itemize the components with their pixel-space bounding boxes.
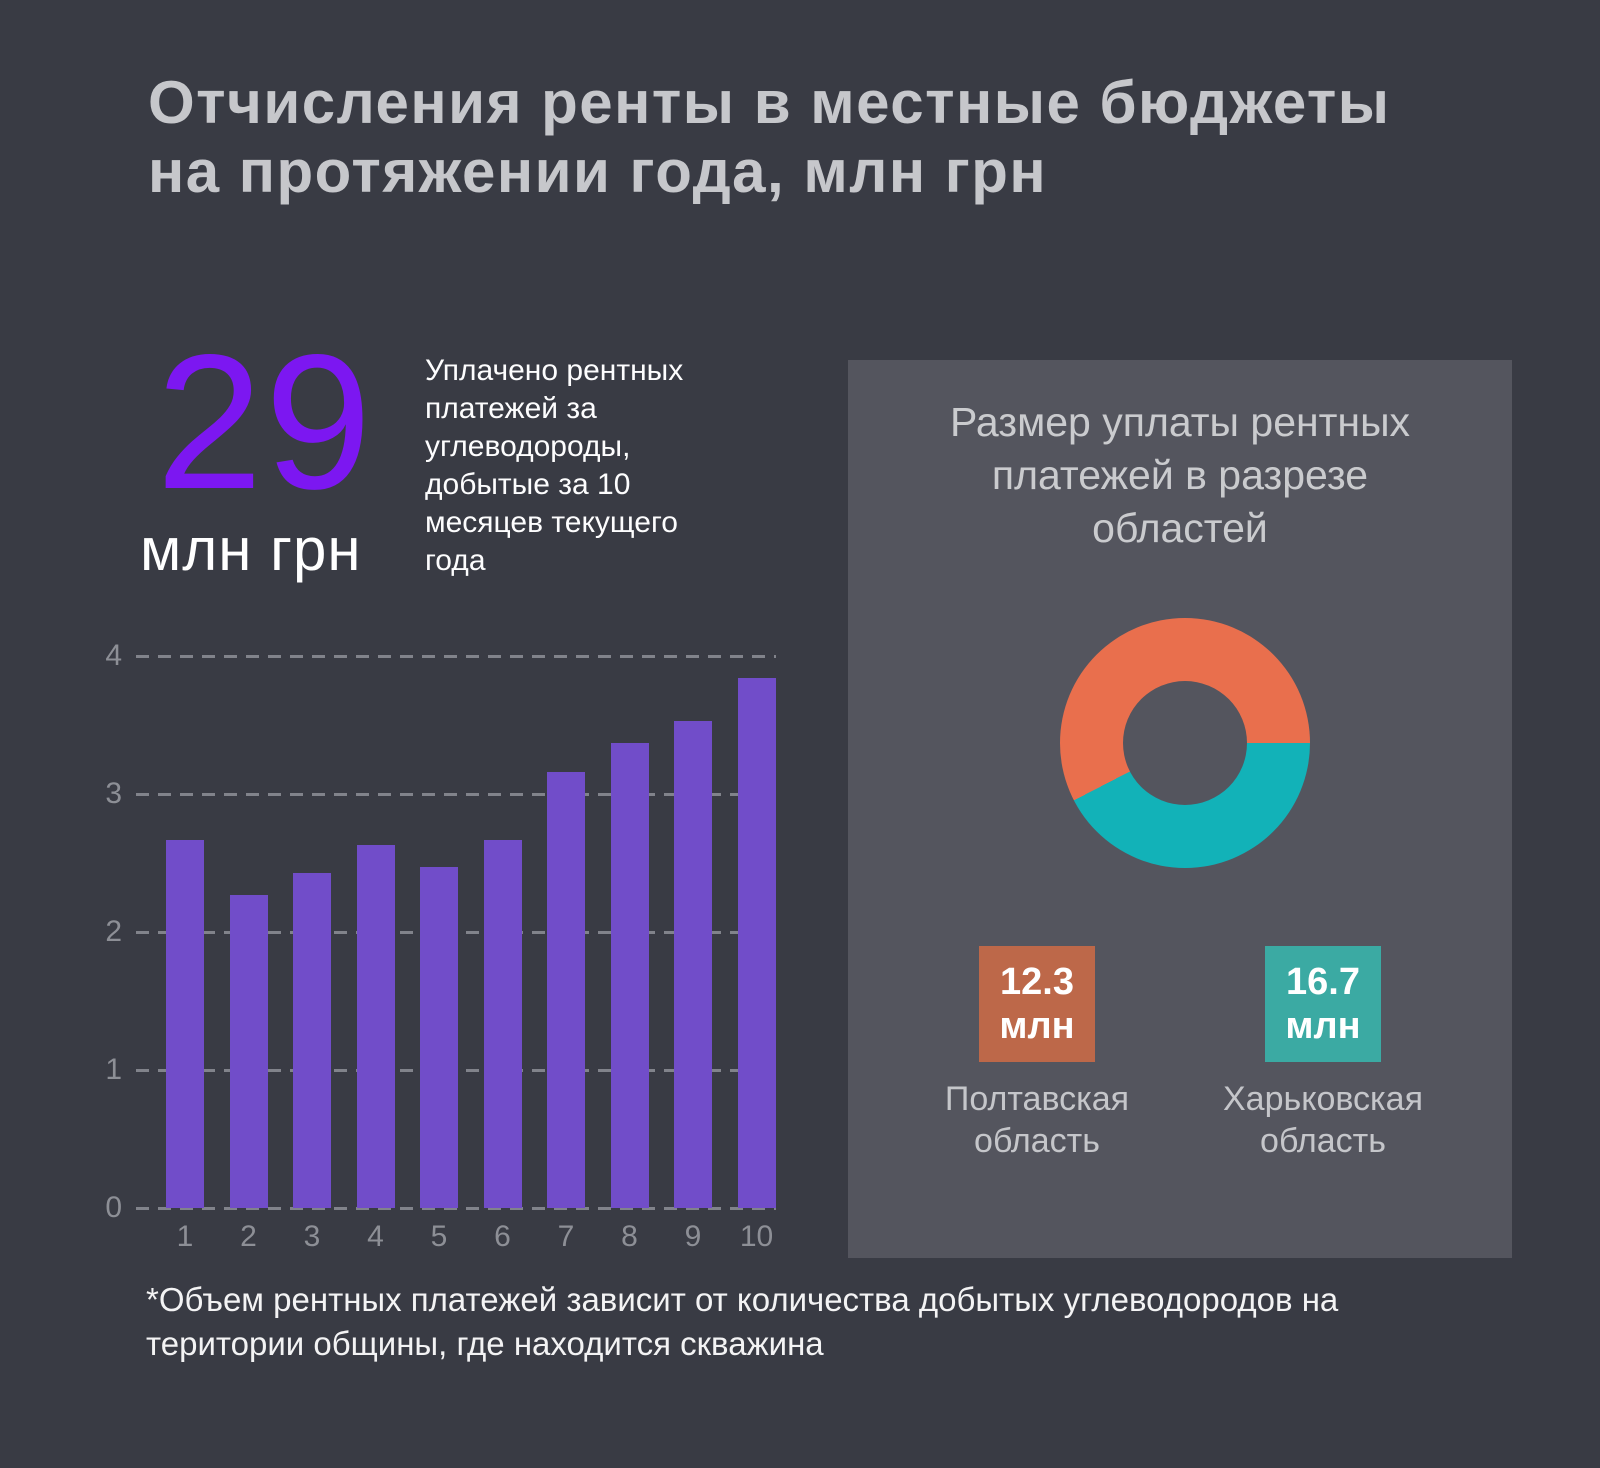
legend-label: Харьковская область	[1223, 1080, 1423, 1160]
bar	[166, 839, 204, 1208]
page-title-line2: на протяжении года, млн грн	[148, 138, 1048, 205]
legend-item: 12.3 млн Полтавская область	[912, 946, 1162, 1162]
y-tick-label: 1	[105, 1053, 122, 1086]
bar	[483, 839, 522, 1208]
x-tick-label: 9	[684, 1220, 702, 1253]
bar	[229, 894, 268, 1208]
footnote: *Объем рентных платежей зависит от колич…	[146, 1281, 1339, 1362]
bar-chart	[136, 655, 776, 1210]
y-axis-labels: 4 3 2 1 0	[88, 639, 122, 1224]
donut-legend: 12.3 млн Полтавская область 16.7 млн Харьковс…	[848, 946, 1512, 1162]
page-title-line1: Отчисления ренты в местные бюджеты	[148, 69, 1391, 136]
bar	[610, 742, 649, 1208]
bar	[356, 845, 395, 1208]
x-tick-label: 5	[430, 1220, 448, 1253]
stat-unit: млн грн	[140, 516, 362, 583]
x-axis-labels: 1 2 3 4 5 6 7 8 9 10	[136, 1220, 776, 1260]
legend-label: Полтавская область	[944, 1080, 1130, 1160]
x-tick-label: 2	[240, 1220, 257, 1253]
gridline	[136, 655, 776, 658]
x-tick-label: 1	[176, 1220, 194, 1253]
bar-series	[136, 656, 776, 1208]
x-tick-label: 7	[557, 1220, 575, 1253]
x-tick-label: 10	[739, 1220, 774, 1253]
donut-hole	[1123, 681, 1247, 805]
stat-value: 29	[156, 314, 374, 529]
y-tick-label: 4	[105, 639, 122, 672]
x-tick-label: 4	[367, 1220, 384, 1253]
x-tick-label: 3	[303, 1220, 321, 1253]
y-tick-label: 3	[105, 777, 122, 810]
badge-unit: млн	[1285, 1005, 1361, 1047]
legend-item: 16.7 млн Харьковская область	[1198, 946, 1448, 1162]
bar	[293, 872, 331, 1208]
gridline	[136, 1207, 776, 1210]
value-badge: 12.3 млн	[979, 946, 1095, 1062]
panel-title: Размер уплаты рентных платежей в разрезе…	[949, 399, 1411, 551]
x-tick-label: 6	[494, 1220, 511, 1253]
value-badge: 16.7 млн	[1265, 946, 1381, 1062]
donut-chart	[1060, 618, 1310, 868]
x-tick-label: 8	[621, 1220, 638, 1253]
bar	[420, 867, 458, 1208]
y-tick-label: 0	[105, 1191, 122, 1224]
badge-value: 12.3	[1000, 961, 1074, 1003]
bar	[547, 771, 585, 1208]
bar	[674, 720, 712, 1208]
y-tick-label: 2	[105, 915, 122, 948]
page-title: Отчисления ренты в местные бюджеты на пр…	[148, 68, 1391, 206]
badge-value: 16.7	[1286, 961, 1360, 1003]
stat-description: Уплачено рентных платежей за углеводород…	[425, 354, 684, 577]
regions-panel: Размер уплаты рентных платежей в разрезе…	[848, 360, 1512, 1258]
bar	[737, 678, 776, 1208]
badge-unit: млн	[999, 1005, 1075, 1047]
gridline	[136, 793, 776, 796]
